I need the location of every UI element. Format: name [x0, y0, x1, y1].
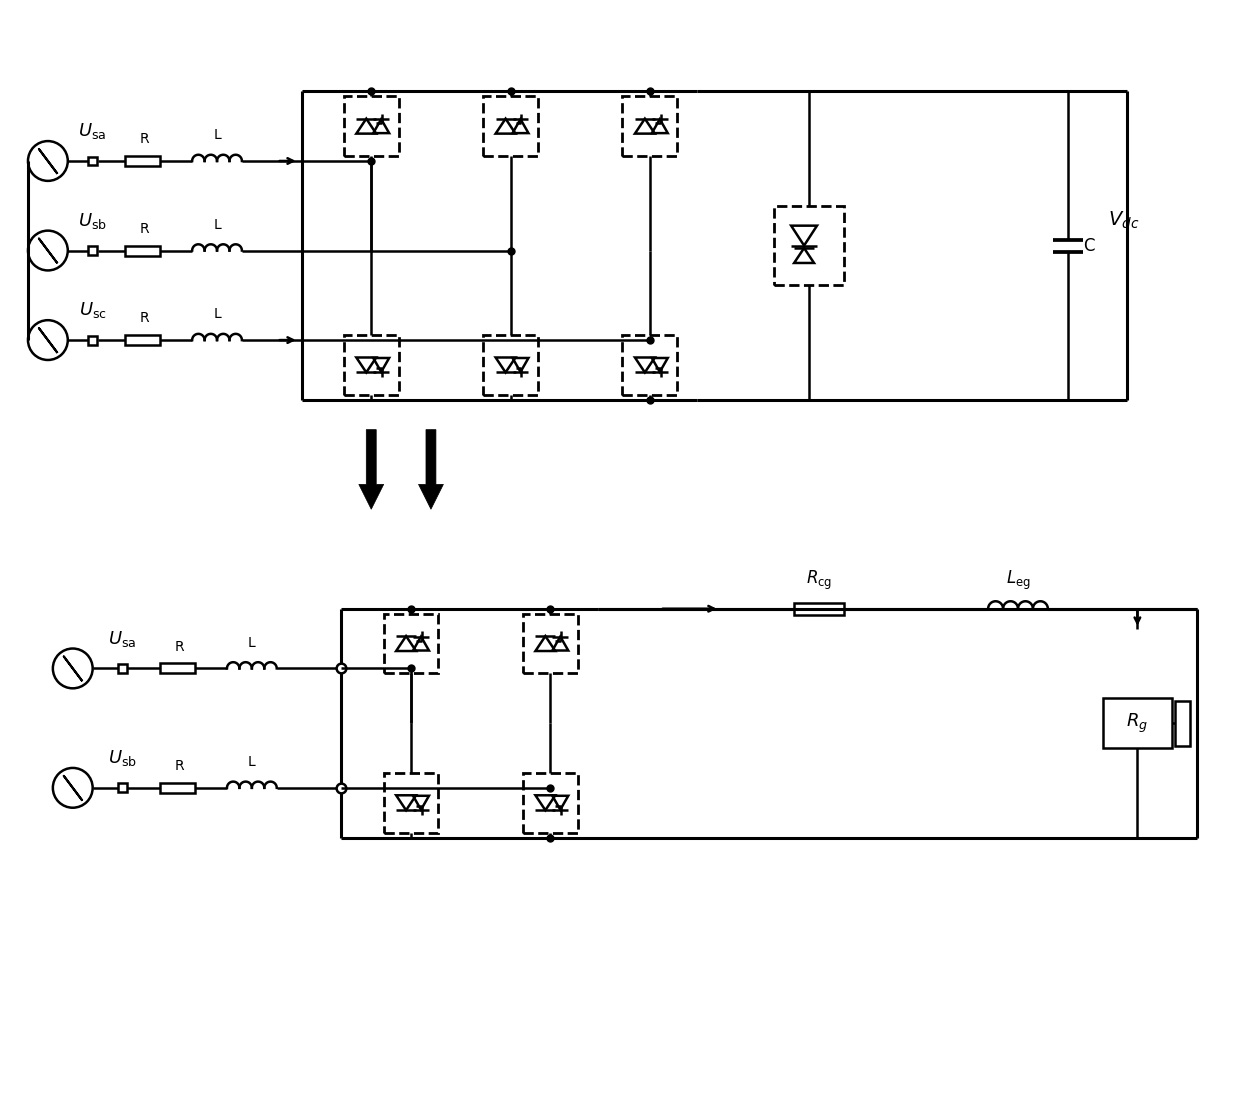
Bar — [118, 664, 126, 673]
Bar — [160, 783, 195, 793]
Bar — [125, 156, 160, 166]
Text: L: L — [213, 307, 221, 322]
Bar — [118, 783, 126, 792]
Text: $U_{\rm sb}$: $U_{\rm sb}$ — [108, 747, 138, 767]
Text: R: R — [140, 222, 149, 235]
Text: L: L — [248, 635, 255, 650]
Bar — [622, 335, 677, 395]
Bar — [1174, 701, 1189, 745]
Bar — [125, 245, 160, 255]
Bar — [484, 335, 538, 395]
Text: L: L — [213, 217, 221, 232]
Text: $R_g$: $R_g$ — [1126, 712, 1148, 735]
Bar — [794, 603, 844, 614]
Bar — [523, 613, 578, 673]
Text: R: R — [175, 640, 184, 653]
Text: $R_{\rm cg}$: $R_{\rm cg}$ — [806, 569, 832, 592]
Polygon shape — [358, 429, 383, 509]
Bar — [125, 335, 160, 345]
Bar — [383, 613, 439, 673]
Bar — [343, 335, 398, 395]
Bar — [383, 773, 439, 833]
Text: $U_{\rm sc}$: $U_{\rm sc}$ — [78, 301, 107, 321]
Text: L: L — [213, 129, 221, 142]
Bar — [88, 336, 97, 345]
Text: $U_{\rm sa}$: $U_{\rm sa}$ — [108, 629, 136, 649]
Text: $U_{\rm sa}$: $U_{\rm sa}$ — [78, 121, 107, 141]
Polygon shape — [419, 429, 444, 509]
Text: $U_{\rm sb}$: $U_{\rm sb}$ — [78, 211, 107, 231]
Bar — [160, 663, 195, 673]
Bar — [774, 206, 844, 285]
Bar — [523, 773, 578, 833]
Bar — [622, 96, 677, 156]
Bar — [343, 96, 398, 156]
Bar — [484, 96, 538, 156]
Text: $L_{\rm eg}$: $L_{\rm eg}$ — [1006, 569, 1030, 592]
Text: L: L — [248, 755, 255, 769]
Text: R: R — [140, 312, 149, 325]
Text: R: R — [175, 759, 184, 773]
Bar — [88, 156, 97, 165]
Bar — [1102, 699, 1172, 749]
Text: R: R — [140, 132, 149, 146]
Text: C: C — [1083, 236, 1094, 255]
Text: $V_{dc}$: $V_{dc}$ — [1107, 210, 1138, 231]
Bar — [88, 246, 97, 255]
